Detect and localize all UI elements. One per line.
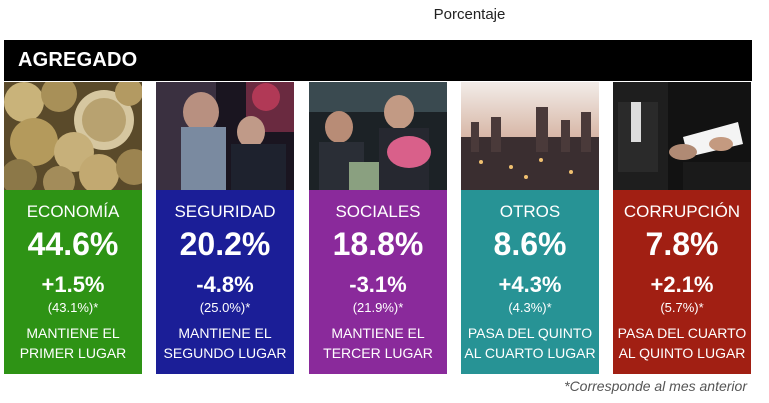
percent-value: 44.6% bbox=[27, 226, 119, 262]
previous-value: (43.1%)* bbox=[47, 300, 99, 315]
coins-image bbox=[4, 82, 142, 190]
percent-value: 7.8% bbox=[645, 226, 719, 262]
city-image bbox=[461, 82, 599, 190]
percent-value: 18.8% bbox=[332, 226, 424, 262]
card-info: ECONOMÍA 44.6% +1.5% (43.1%)* MANTIENE E… bbox=[4, 190, 142, 374]
change-value: -4.8% bbox=[196, 272, 254, 297]
status-line-1: MANTIENE EL bbox=[26, 325, 120, 341]
previous-value: (4.3%)* bbox=[508, 300, 552, 315]
section-title-bar: AGREGADO bbox=[4, 40, 752, 81]
category-label: SOCIALES bbox=[335, 202, 421, 221]
status-line-2: SEGUNDO LUGAR bbox=[163, 345, 287, 361]
status-line-1: MANTIENE EL bbox=[331, 325, 425, 341]
card-info: SEGURIDAD 20.2% -4.8% (25.0%)* MANTIENE … bbox=[156, 190, 294, 374]
status-text: MANTIENE EL SEGUNDO LUGAR bbox=[156, 323, 294, 363]
change-value: +2.1% bbox=[650, 272, 714, 297]
status-text: MANTIENE EL PRIMER LUGAR bbox=[4, 323, 142, 363]
previous-value: (21.9%)* bbox=[352, 300, 404, 315]
status-text: MANTIENE EL TERCER LUGAR bbox=[309, 323, 447, 363]
arrest-image bbox=[156, 82, 294, 190]
card-sociales: SOCIALES 18.8% -3.1% (21.9%)* MANTIENE E… bbox=[309, 82, 447, 374]
category-label: SEGURIDAD bbox=[174, 202, 276, 221]
category-label: CORRUPCIÓN bbox=[623, 202, 741, 221]
status-text: PASA DEL QUINTO AL CUARTO LUGAR bbox=[461, 323, 599, 363]
category-label: ECONOMÍA bbox=[26, 202, 120, 221]
card-economia: ECONOMÍA 44.6% +1.5% (43.1%)* MANTIENE E… bbox=[4, 82, 142, 374]
status-line-2: TERCER LUGAR bbox=[323, 345, 433, 361]
status-line-1: MANTIENE EL bbox=[178, 325, 272, 341]
percent-value: 20.2% bbox=[179, 226, 271, 262]
bribe-image bbox=[613, 82, 751, 190]
section-title: AGREGADO bbox=[18, 49, 138, 71]
change-value: +1.5% bbox=[41, 272, 105, 297]
people-image bbox=[309, 82, 447, 190]
previous-value: (5.7%)* bbox=[660, 300, 704, 315]
status-line-1: PASA DEL CUARTO bbox=[617, 325, 747, 341]
card-seguridad: SEGURIDAD 20.2% -4.8% (25.0%)* MANTIENE … bbox=[156, 82, 294, 374]
footnote: *Corresponde al mes anterior bbox=[564, 378, 747, 394]
card-info: CORRUPCIÓN 7.8% +2.1% (5.7%)* PASA DEL C… bbox=[613, 190, 751, 374]
card-otros: OTROS 8.6% +4.3% (4.3%)* PASA DEL QUINTO… bbox=[461, 82, 599, 374]
card-corrupcion: CORRUPCIÓN 7.8% +2.1% (5.7%)* PASA DEL C… bbox=[613, 82, 751, 374]
card-info: OTROS 8.6% +4.3% (4.3%)* PASA DEL QUINTO… bbox=[461, 190, 599, 374]
previous-value: (25.0%)* bbox=[199, 300, 251, 315]
percent-value: 8.6% bbox=[493, 226, 567, 262]
change-value: -3.1% bbox=[349, 272, 407, 297]
status-line-1: PASA DEL QUINTO bbox=[467, 325, 593, 341]
card-info: SOCIALES 18.8% -3.1% (21.9%)* MANTIENE E… bbox=[309, 190, 447, 374]
change-value: +4.3% bbox=[498, 272, 562, 297]
category-label: OTROS bbox=[499, 202, 561, 221]
status-text: PASA DEL CUARTO AL QUINTO LUGAR bbox=[613, 323, 751, 363]
status-line-2: AL QUINTO LUGAR bbox=[618, 345, 746, 361]
status-line-2: AL CUARTO LUGAR bbox=[464, 345, 596, 361]
chart-label: Porcentaje bbox=[433, 6, 506, 23]
status-line-2: PRIMER LUGAR bbox=[19, 345, 127, 361]
